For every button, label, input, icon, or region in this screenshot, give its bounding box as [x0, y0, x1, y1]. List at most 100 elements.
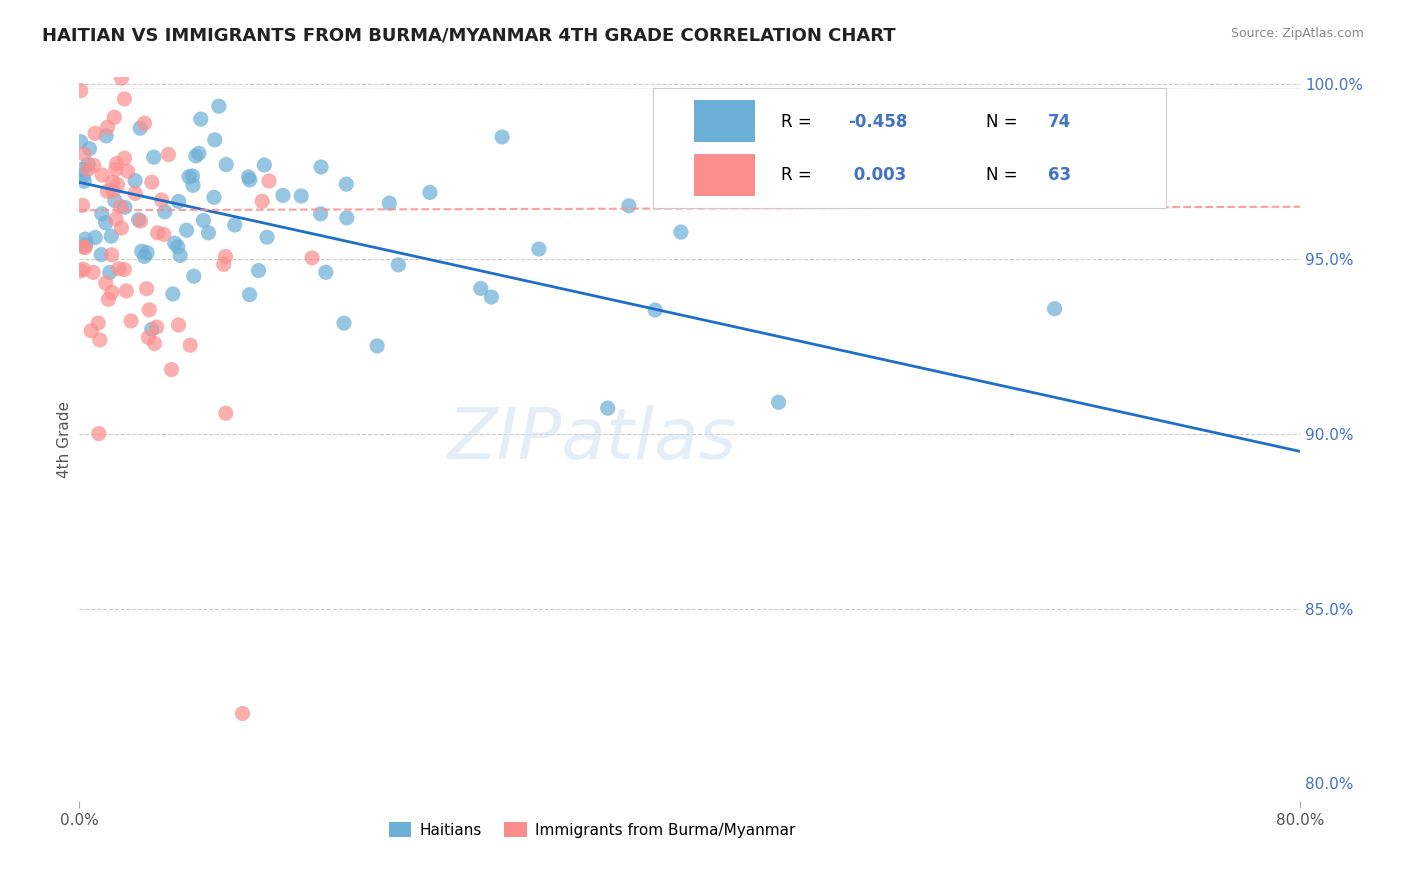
Point [250, 194, 273, 209]
Point [69, 135, 91, 149]
Point [160, 362, 183, 376]
Point [153, 227, 176, 242]
Point [669, 225, 692, 239]
Point [335, 177, 357, 191]
Point [112, 92, 135, 106]
Point [162, 287, 184, 301]
Point [212, 257, 235, 271]
Point [105, 156, 128, 170]
Point [94, 276, 117, 290]
Point [72, 198, 94, 212]
Point [617, 199, 640, 213]
Point [290, 189, 312, 203]
Point [104, 211, 127, 226]
Point [69, 84, 91, 98]
Point [104, 194, 127, 208]
Point [84, 230, 107, 244]
Point [179, 338, 201, 352]
Point [1043, 301, 1066, 316]
Point [378, 196, 401, 211]
Point [112, 262, 135, 277]
Point [72, 169, 94, 183]
Point [184, 149, 207, 163]
Point [253, 158, 276, 172]
Point [257, 174, 280, 188]
Point [644, 303, 666, 318]
Point [136, 245, 159, 260]
Point [83, 158, 105, 172]
Point [193, 213, 215, 227]
Point [167, 318, 190, 332]
Point [181, 169, 204, 183]
Point [70, 162, 93, 177]
Point [215, 406, 238, 420]
Point [141, 175, 163, 189]
Point [239, 287, 262, 301]
Point [204, 133, 226, 147]
Point [224, 218, 246, 232]
Point [73, 241, 96, 255]
Point [271, 188, 294, 202]
Point [247, 263, 270, 277]
Point [96, 50, 118, 64]
Point [142, 150, 165, 164]
Point [481, 290, 503, 304]
Point [150, 193, 173, 207]
Point [77, 157, 100, 171]
Point [117, 164, 139, 178]
Point [190, 112, 212, 127]
Point [115, 284, 138, 298]
Y-axis label: 4th Grade: 4th Grade [58, 401, 72, 477]
Point [131, 244, 153, 259]
Point [104, 162, 127, 177]
Point [107, 261, 129, 276]
Point [124, 174, 146, 188]
Text: Source: ZipAtlas.com: Source: ZipAtlas.com [1230, 27, 1364, 40]
Point [73, 147, 96, 161]
Point [110, 200, 132, 214]
Point [231, 706, 253, 721]
Point [596, 401, 619, 416]
Point [90, 207, 112, 221]
Point [470, 281, 492, 295]
Point [76, 162, 98, 177]
Point [124, 186, 146, 201]
Point [129, 214, 152, 228]
Point [89, 333, 111, 347]
Point [183, 269, 205, 284]
Point [491, 130, 513, 145]
Point [166, 240, 188, 254]
Point [163, 236, 186, 251]
Point [80, 324, 103, 338]
Point [72, 262, 94, 277]
Point [107, 178, 129, 192]
Point [69, 264, 91, 278]
Point [103, 110, 125, 124]
Point [100, 229, 122, 244]
Point [187, 146, 209, 161]
Point [87, 316, 110, 330]
Point [87, 426, 110, 441]
Point [309, 207, 332, 221]
Point [202, 190, 225, 204]
Point [138, 302, 160, 317]
Point [153, 204, 176, 219]
Point [239, 173, 262, 187]
Point [256, 230, 278, 244]
Legend: Haitians, Immigrants from Burma/Myanmar: Haitians, Immigrants from Burma/Myanmar [382, 815, 801, 844]
Point [138, 330, 160, 344]
Point [214, 250, 236, 264]
Point [134, 116, 156, 130]
Point [366, 339, 388, 353]
Point [100, 248, 122, 262]
Point [94, 128, 117, 143]
Point [208, 99, 231, 113]
Point [101, 285, 124, 300]
Point [110, 71, 132, 86]
Point [96, 184, 118, 198]
Point [73, 174, 96, 188]
Point [82, 265, 104, 279]
Point [527, 242, 550, 256]
Point [101, 184, 124, 198]
Point [98, 265, 121, 279]
